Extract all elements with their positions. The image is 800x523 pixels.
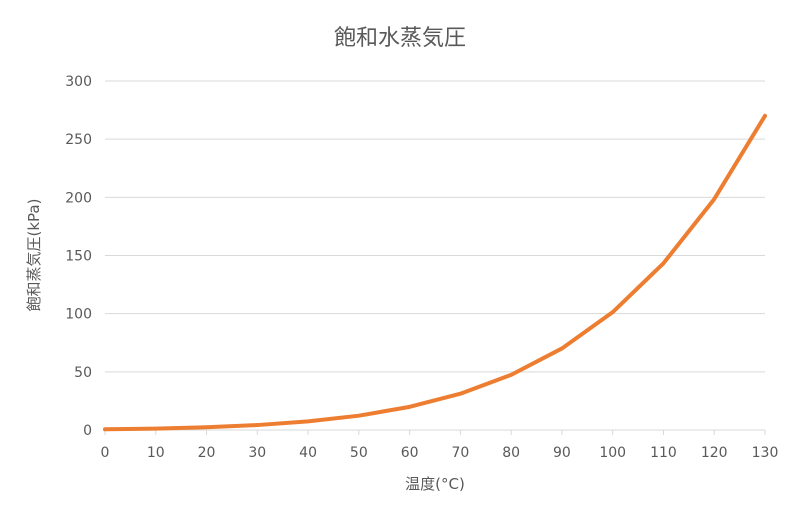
x-tick-label-130: 130 [752, 445, 779, 461]
y-tick-label-150: 150 [65, 249, 92, 265]
y-axis-title: 飽和蒸気圧(kPa) [25, 199, 43, 312]
chart-title: 飽和水蒸気圧 [333, 26, 466, 51]
x-tick-label-70: 70 [451, 445, 469, 461]
x-tick-label-0: 0 [101, 445, 110, 461]
x-tick-label-60: 60 [401, 445, 419, 461]
x-tick-label-40: 40 [299, 445, 317, 461]
x-tick-label-10: 10 [147, 445, 165, 461]
gridlines [105, 80, 765, 431]
x-tick-label-50: 50 [350, 445, 368, 461]
y-tick-label-200: 200 [65, 190, 92, 206]
x-tick-label-100: 100 [599, 445, 626, 461]
x-tick-label-80: 80 [502, 445, 520, 461]
y-tick-label-0: 0 [83, 423, 92, 439]
x-tick-label-30: 30 [248, 445, 266, 461]
x-axis-ticks: 0 10 20 30 40 50 60 70 80 90 100 110 120 130 [101, 430, 779, 461]
series-line-0 [103, 113, 767, 432]
y-tick-label-50: 50 [74, 365, 92, 381]
y-axis-ticks: 0 50 100 150 200 250 300 [65, 74, 92, 439]
y-tick-label-300: 300 [65, 74, 92, 90]
y-tick-label-250: 250 [65, 132, 92, 148]
y-tick-label-100: 100 [65, 307, 92, 323]
series-layer [103, 113, 767, 432]
x-tick-label-20: 20 [198, 445, 216, 461]
x-axis-title: 温度(°C) [405, 475, 465, 493]
x-tick-label-120: 120 [701, 445, 728, 461]
x-tick-label-90: 90 [553, 445, 571, 461]
x-tick-label-110: 110 [650, 445, 677, 461]
